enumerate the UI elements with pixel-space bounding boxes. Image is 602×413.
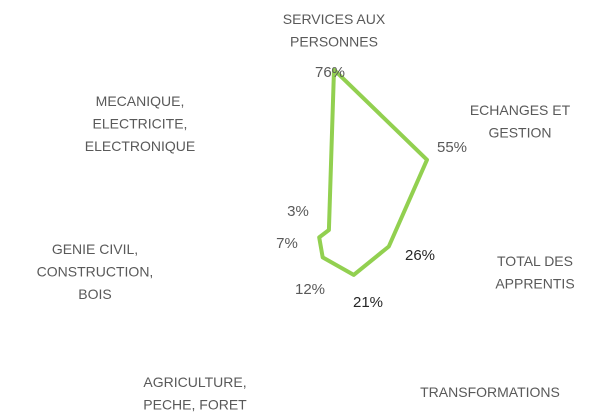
data-label: 3% xyxy=(287,203,309,220)
data-label: 7% xyxy=(276,235,298,252)
data-label: 26% xyxy=(405,247,435,264)
data-label: 12% xyxy=(295,281,325,298)
data-label: 21% xyxy=(353,294,383,311)
radar-line xyxy=(317,67,429,277)
axis-label: GENIE CIVIL, CONSTRUCTION, BOIS xyxy=(37,241,154,302)
axis-label: TOTAL DES APPRENTIS xyxy=(495,253,574,292)
axis-label: TRANSFORMATIONS xyxy=(420,384,560,400)
axis-label: SERVICES AUX PERSONNES xyxy=(283,11,386,50)
axis-label: ECHANGES ET GESTION xyxy=(470,102,571,141)
axis-label: MECANIQUE, ELECTRICITE, ELECTRONIQUE xyxy=(85,93,195,154)
data-label: 76% xyxy=(315,64,345,81)
data-label: 55% xyxy=(437,139,467,156)
axis-label: AGRICULTURE, PECHE, FORET xyxy=(143,374,247,413)
